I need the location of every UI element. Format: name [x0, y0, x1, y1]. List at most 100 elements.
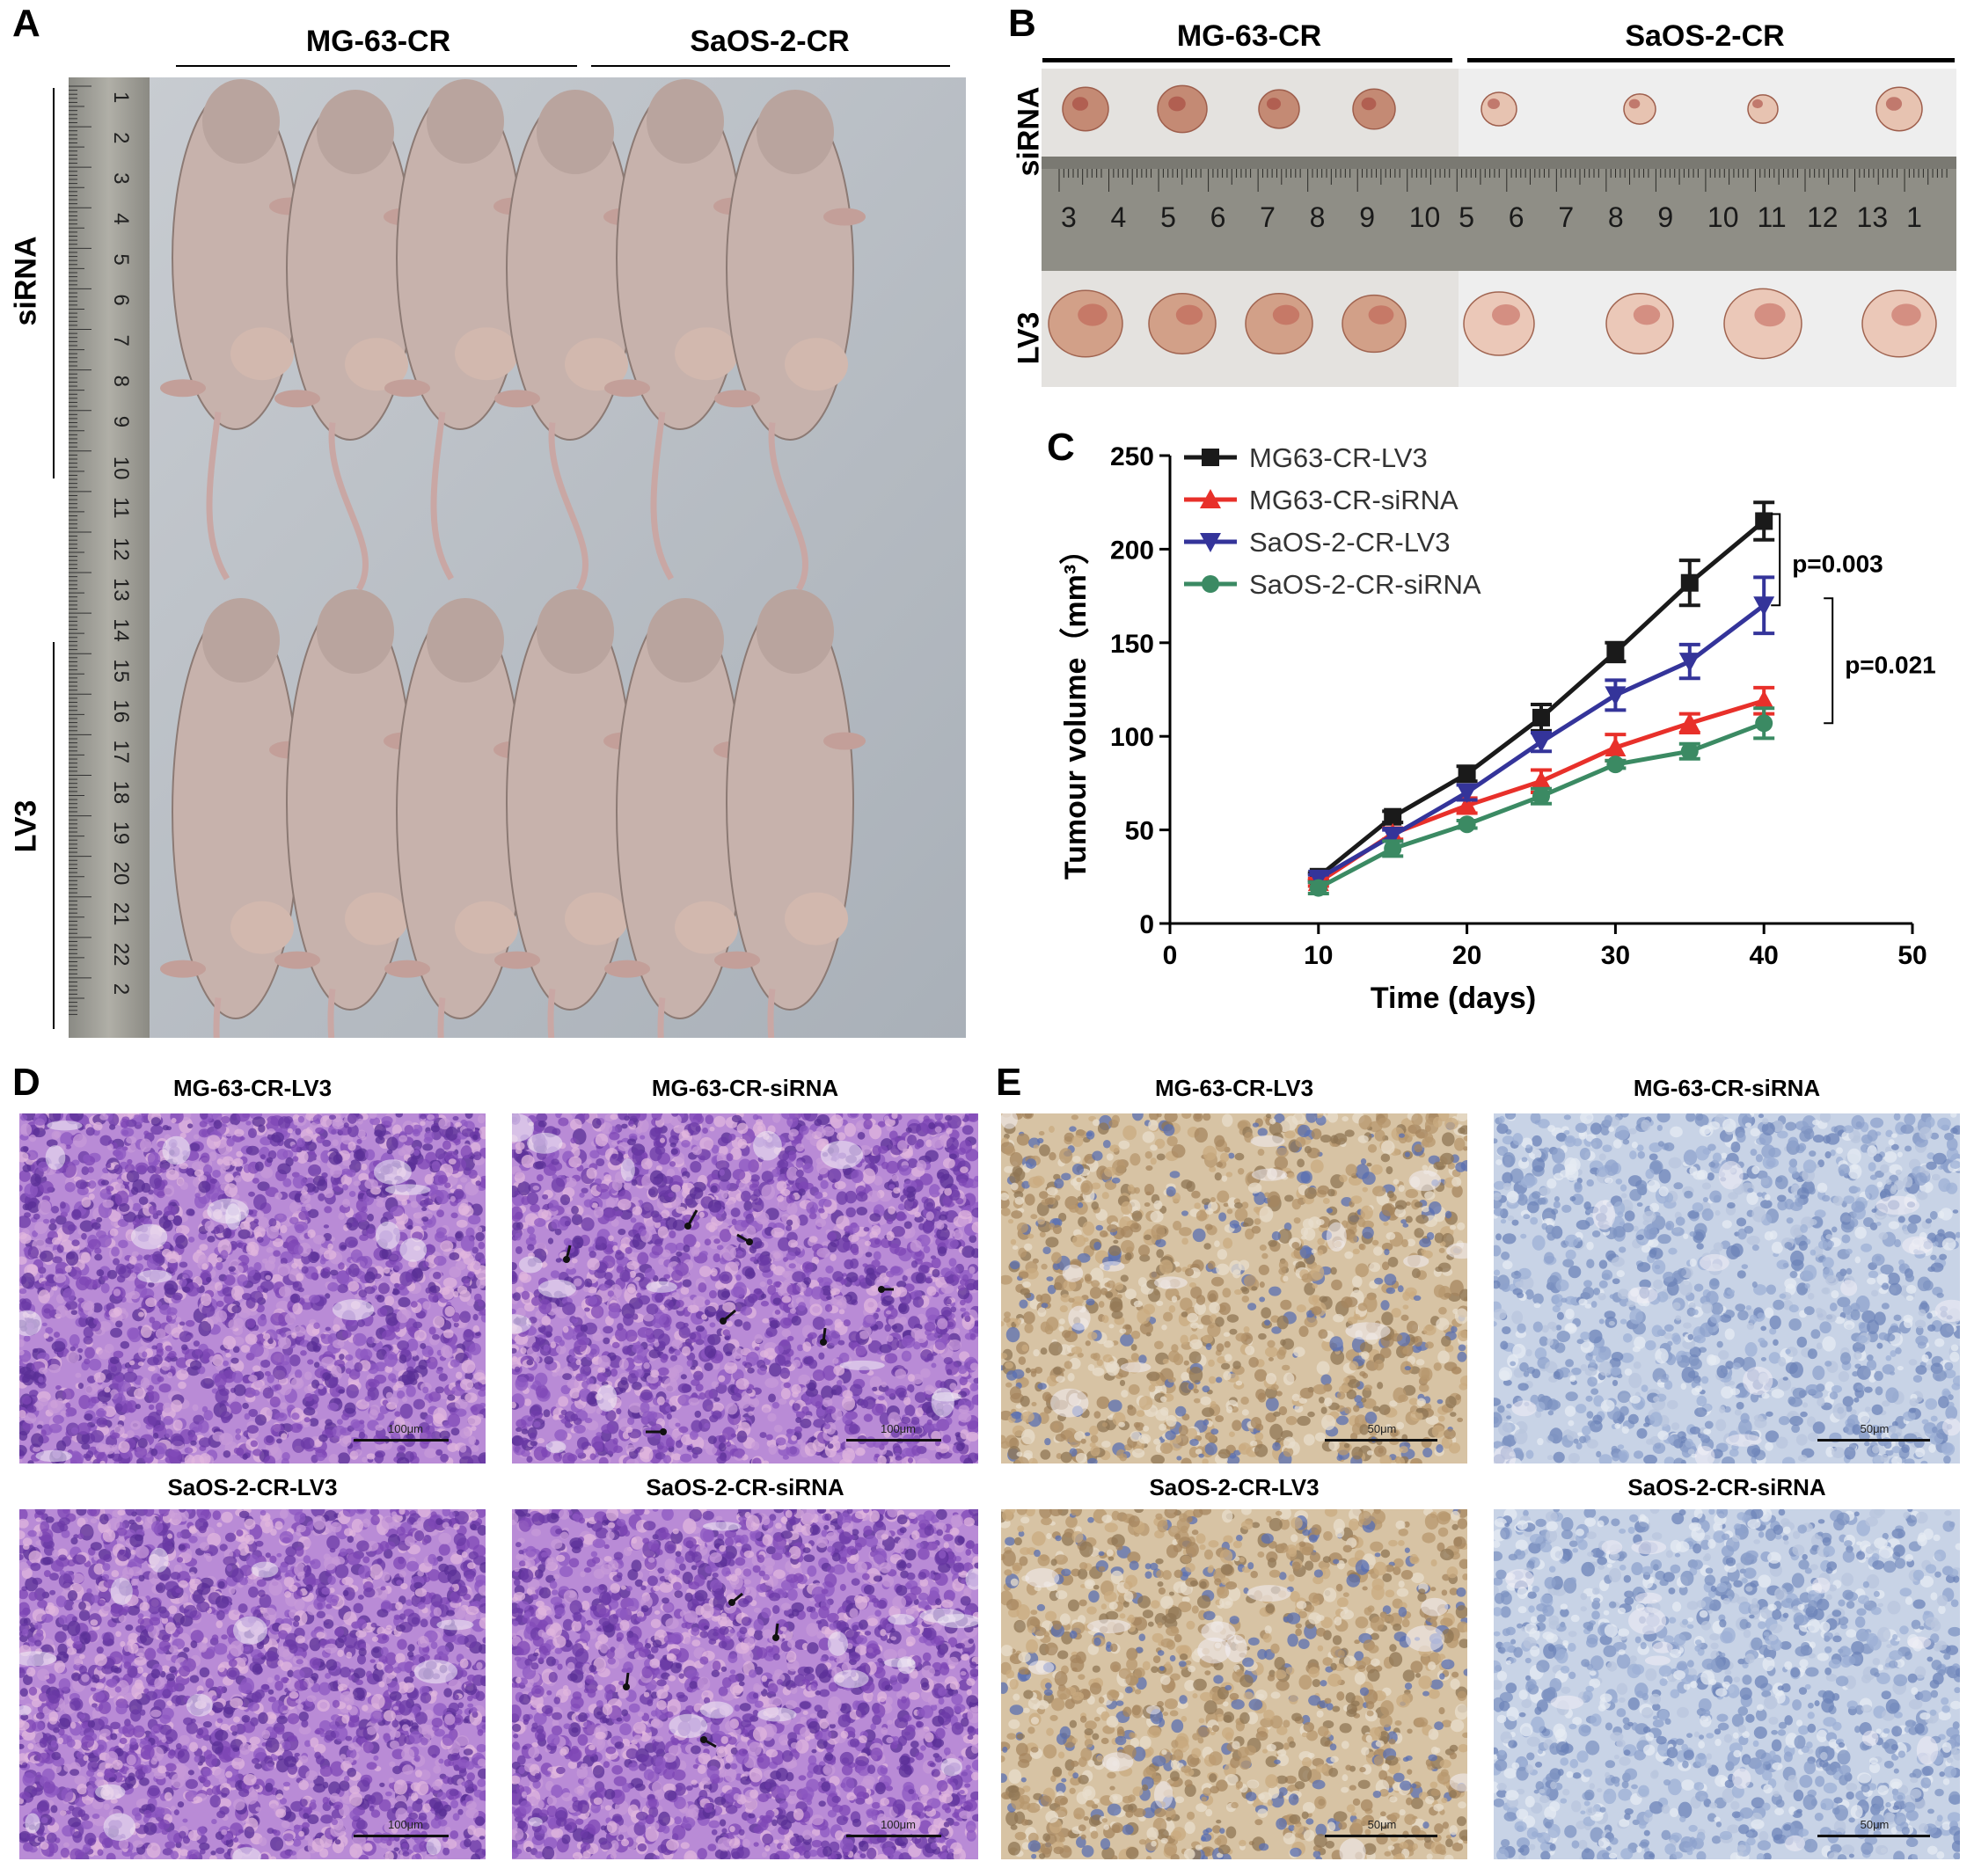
- data-point: [1605, 686, 1627, 706]
- arrow-annotation: [728, 1592, 743, 1606]
- panel-c-letter: C: [1047, 426, 1075, 469]
- panel-d-title-2: MG-63-CR-siRNA: [651, 1075, 839, 1101]
- x-tick-label: 10: [1304, 941, 1333, 970]
- mouse: [714, 90, 866, 591]
- series-0: [1307, 500, 1775, 886]
- panel-e-title-4: SaOS-2-CR-siRNA: [1627, 1474, 1826, 1500]
- panel-d-image-3: [19, 1509, 486, 1859]
- x-tick-label: 40: [1750, 941, 1779, 970]
- data-point: [1606, 756, 1625, 774]
- panel-a-row-line-lv3: [53, 642, 55, 1029]
- tumour-sirna: [1258, 89, 1300, 129]
- significance-bracket: p=0.003: [1771, 513, 1883, 607]
- data-point: [1456, 794, 1478, 814]
- ruler-b-number: 3: [1061, 201, 1077, 233]
- ruler-a-number: 13: [109, 578, 133, 602]
- data-point: [1531, 733, 1552, 753]
- ruler-b-number: 7: [1558, 201, 1574, 233]
- ruler-b-number: 8: [1310, 201, 1326, 233]
- data-point: [1202, 449, 1219, 466]
- data-point: [1200, 489, 1221, 508]
- data-point: [1678, 653, 1700, 673]
- panel-b-tumour-photo: 3 4 5 6 7 8 9 10 5 6 7 8 9 10 11 12 13 1: [1042, 69, 1956, 387]
- mouse: [604, 79, 756, 580]
- ruler-a-number: 15: [109, 659, 133, 683]
- panel-e-scale-text-3: 50μm: [1367, 1818, 1397, 1831]
- data-point: [1456, 784, 1478, 804]
- panel-e-scale-text-4: 50μm: [1860, 1818, 1890, 1831]
- ruler-b-number: 9: [1657, 201, 1673, 233]
- panel-e-scalebar-3: [1325, 1835, 1437, 1837]
- ruler-a-number: 12: [109, 537, 133, 561]
- x-axis-label: Time (days): [1371, 982, 1536, 1015]
- ruler-b-number: 6: [1210, 201, 1226, 233]
- data-point: [1753, 690, 1775, 710]
- ruler-b-number: 8: [1608, 201, 1624, 233]
- legend-item: MG63-CR-siRNA: [1184, 485, 1459, 515]
- ruler-a-number: 6: [109, 294, 133, 305]
- y-tick-label: 250: [1110, 442, 1154, 471]
- y-tick-label: 0: [1139, 910, 1154, 939]
- mouse: [384, 598, 536, 1038]
- ruler-a-number: 1: [109, 91, 133, 103]
- series-2: [1307, 575, 1775, 889]
- legend-label: MG63-CR-siRNA: [1249, 485, 1459, 515]
- tumour-lv3: [1463, 291, 1535, 356]
- panel-d-letter: D: [12, 1061, 40, 1104]
- panel-e-letter: E: [996, 1061, 1022, 1104]
- he-texture-3: [19, 1509, 486, 1859]
- data-point: [1605, 736, 1627, 756]
- data-point: [1309, 879, 1327, 897]
- panel-a-group-line-mg63: [176, 65, 577, 67]
- ruler-b-number: 5: [1160, 201, 1176, 233]
- tumour-lv3: [1723, 288, 1802, 360]
- tumour-sirna: [1623, 93, 1656, 125]
- ruler-a-number: 2: [109, 132, 133, 143]
- tumour-sirna: [1747, 94, 1779, 124]
- panel-e-scalebar-2: [1817, 1439, 1930, 1442]
- ruler-a-number: 11: [109, 497, 133, 519]
- data-point: [1532, 708, 1550, 726]
- panel-a-group-mg63: MG-63-CR: [305, 25, 451, 58]
- arrow-annotation: [646, 1428, 667, 1435]
- data-point: [1680, 742, 1699, 761]
- panel-a-group-saos2: SaOS-2-CR: [690, 25, 850, 58]
- data-point: [1532, 787, 1550, 806]
- tumour-sirna: [1062, 86, 1109, 132]
- arrow-annotation: [736, 1233, 753, 1245]
- panel-a-row-label-lv3: LV3: [9, 799, 43, 853]
- panel-e-image-1: [1001, 1113, 1467, 1464]
- data-point: [1680, 573, 1699, 592]
- tumour-sirna: [1875, 86, 1923, 132]
- x-tick-label: 20: [1452, 941, 1481, 970]
- legend-label: MG63-CR-LV3: [1249, 442, 1428, 473]
- panel-e-scale-text-2: 50μm: [1860, 1422, 1890, 1435]
- data-point: [1531, 770, 1552, 791]
- tumour-lv3: [1605, 293, 1674, 354]
- data-point: [1755, 512, 1773, 530]
- mouse: [604, 598, 756, 1038]
- arrow-annotation: [563, 1245, 572, 1263]
- he-texture-2: [512, 1113, 978, 1464]
- mouse: [384, 79, 536, 580]
- panel-a-row-label-sirna: siRNA: [9, 236, 43, 326]
- ruler-b-number: 11: [1757, 201, 1786, 233]
- ruler-a-number: 17: [109, 740, 133, 763]
- arrow-annotation: [623, 1672, 630, 1690]
- panel-e-image-4: [1494, 1509, 1960, 1859]
- mouse: [494, 589, 646, 1038]
- ruler-b-number: 10: [1707, 201, 1739, 233]
- ruler-b-number: 1: [1906, 201, 1922, 233]
- mouse: [714, 589, 866, 1038]
- panel-e-title-3: SaOS-2-CR-LV3: [1149, 1474, 1320, 1500]
- mouse: [160, 598, 311, 1038]
- ruler-a-number: 8: [109, 376, 133, 387]
- x-tick-label: 0: [1163, 941, 1178, 970]
- significance-bracket: p=0.021: [1824, 597, 1936, 725]
- series-3: [1307, 706, 1775, 897]
- ruler-a-number: 9: [109, 416, 133, 427]
- data-point: [1458, 764, 1476, 783]
- data-point: [1202, 575, 1219, 593]
- ruler-a-number: 18: [109, 780, 133, 804]
